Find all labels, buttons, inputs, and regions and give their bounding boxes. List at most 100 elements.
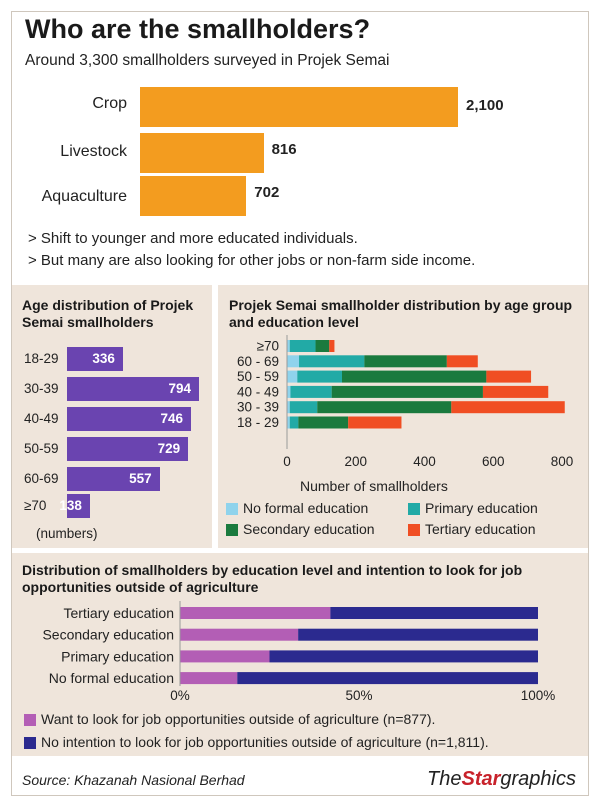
age-value: 336 [92, 351, 115, 366]
edu-age-bar-segment [287, 401, 290, 414]
intention-bar-segment [180, 650, 270, 663]
edu-age-bar-segment [289, 340, 316, 352]
edu-age-x-tick: 400 [413, 454, 436, 469]
edu-age-bar-segment [298, 416, 349, 429]
edu-age-category-label: ≥70 [257, 339, 279, 354]
age-label: 60-69 [24, 471, 59, 486]
age-bar: 729 [67, 437, 189, 461]
intention-chart: Tertiary education Secondary education Pri… [42, 601, 556, 703]
type-label-aquaculture: Aquaculture [41, 188, 127, 205]
edu-age-bar-segment [342, 370, 487, 383]
intention-bar-segment [237, 672, 538, 685]
age-value: 557 [129, 471, 152, 486]
type-label-livestock: Livestock [60, 143, 127, 160]
age-value: 729 [157, 441, 181, 456]
edu-age-category-label: 60 - 69 [237, 354, 279, 369]
edu-age-bar-segment [446, 355, 478, 368]
edu-age-category-label: 30 - 39 [237, 400, 279, 415]
legend-swatch-secondary [226, 524, 238, 536]
logo-graphics: graphics [500, 768, 576, 790]
edu-age-category-label: 18 - 29 [237, 415, 279, 430]
intention-category-label: No formal education [49, 670, 174, 686]
edu-age-x-tick: 800 [551, 454, 574, 469]
legend-swatch-primary [408, 503, 420, 515]
intention-x-tick: 100% [521, 688, 556, 703]
infographic-frame [11, 11, 589, 796]
edu-age-bar-segment [287, 370, 298, 383]
page-title: Who are the smallholders? [25, 14, 371, 44]
legend-want: Want to look for job opportunities outsi… [41, 711, 436, 727]
intention-x-tick: 0% [170, 688, 190, 703]
edu-age-bar-segment [289, 401, 318, 414]
note-line-2: > But many are also looking for other jo… [28, 252, 476, 269]
age-label: ≥70 [24, 498, 47, 513]
age-label: 50-59 [24, 441, 59, 456]
logo-star: Star [461, 768, 501, 790]
edu-age-bar-segment [451, 401, 565, 414]
intention-bar-segment [298, 628, 538, 641]
age-label: 40-49 [24, 411, 59, 426]
legend-swatch-tertiary [408, 524, 420, 536]
edu-age-x-tick: 0 [283, 454, 291, 469]
edu-age-panel [218, 285, 588, 548]
edu-age-bar-segment [331, 385, 483, 398]
intention-bar-segment [330, 607, 538, 619]
age-bar: 794 [67, 377, 199, 401]
edu-age-bar-segment [290, 385, 332, 398]
edu-age-bar-segment [287, 340, 290, 352]
age-bar: 557 [67, 467, 160, 491]
edu-age-bar-segment [289, 416, 299, 429]
legend-no-formal: No formal education [243, 500, 369, 516]
type-value-livestock: 816 [271, 141, 297, 158]
thestar-graphics-logo: TheStargraphics [427, 768, 576, 791]
age-label: 30-39 [24, 381, 59, 396]
type-label-crop: Crop [92, 95, 127, 112]
edu-age-bar-segment [299, 355, 365, 368]
legend-secondary: Secondary education [243, 521, 375, 537]
intention-x-tick: 50% [345, 688, 372, 703]
legend-swatch-no-formal [226, 503, 238, 515]
edu-age-bar-segment [297, 370, 342, 383]
age-bar: 336 [67, 347, 123, 371]
edu-age-chart-title: Projek Semai smallholder distribution by… [229, 297, 573, 330]
edu-age-bar-segment [287, 355, 300, 368]
edu-age-x-tick: 600 [482, 454, 505, 469]
age-value: 746 [160, 411, 184, 426]
age-bar: 138 [59, 494, 90, 518]
note-line-1: > Shift to younger and more educated ind… [28, 230, 358, 247]
intention-bar-segment [180, 672, 238, 685]
legend-tertiary: Tertiary education [425, 521, 536, 537]
edu-age-x-axis-label: Number of smallholders [300, 478, 448, 494]
intention-category-label: Secondary education [42, 627, 174, 643]
type-bar-crop [140, 87, 458, 127]
age-label: 18-29 [24, 351, 59, 366]
logo-the: The [427, 768, 462, 790]
edu-age-bar-segment [317, 401, 452, 414]
intention-category-label: Tertiary education [63, 605, 174, 621]
age-chart-title: Age distribution of Projek Semai smallho… [22, 297, 194, 330]
edu-age-x-tick: 200 [344, 454, 367, 469]
intention-bar-segment [180, 607, 331, 619]
edu-age-bar-segment [486, 370, 532, 383]
type-bar-livestock [140, 133, 264, 173]
edu-age-category-label: 50 - 59 [237, 369, 279, 384]
intention-chart-title: Distribution of smallholders by educatio… [22, 562, 523, 595]
type-value-crop: 2,100 [466, 97, 504, 114]
intention-bar-segment [180, 628, 299, 641]
age-bar: 746 [67, 407, 192, 431]
source-credit: Source: Khazanah Nasional Berhad [22, 772, 245, 788]
edu-age-bar-segment [315, 340, 330, 352]
page-subtitle: Around 3,300 smallholders surveyed in Pr… [25, 52, 390, 69]
intention-category-label: Primary education [61, 648, 174, 664]
edu-age-category-label: 40 - 49 [237, 384, 279, 399]
age-value: 794 [168, 381, 191, 396]
edu-age-bar-segment [287, 416, 290, 429]
edu-age-bar-segment [348, 416, 402, 429]
edu-age-bar-segment [329, 340, 335, 352]
legend-swatch-want [24, 714, 36, 726]
legend-swatch-no-intention [24, 737, 36, 749]
legend-no-intention: No intention to look for job opportuniti… [41, 734, 489, 750]
type-bar-aquaculture [140, 176, 247, 216]
type-value-aquaculture: 702 [254, 184, 280, 201]
